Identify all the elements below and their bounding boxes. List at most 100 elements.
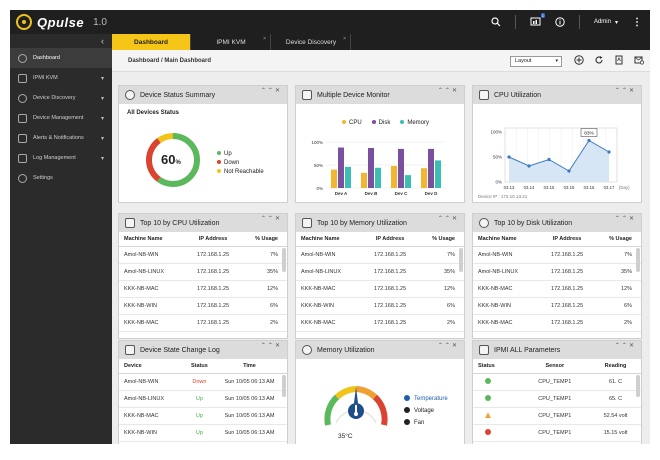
scrollbar[interactable] bbox=[459, 248, 463, 272]
close-tab-icon[interactable]: × bbox=[263, 36, 266, 42]
notifications-button[interactable]: 1 bbox=[530, 12, 545, 29]
status-donut-chart bbox=[146, 133, 200, 187]
table-row[interactable]: KKK-NB-MAC 172.168.1.25 12% bbox=[473, 280, 641, 298]
table-row[interactable]: KKK-NB-MAC 172.168.1.25 2% bbox=[473, 314, 641, 332]
data-point[interactable] bbox=[567, 169, 571, 173]
table-row[interactable]: KKK-NB-MAC 172.168.1.25 12% bbox=[119, 280, 287, 298]
legend-temperature[interactable]: Temperature bbox=[404, 393, 448, 405]
bar-cpu[interactable] bbox=[331, 169, 337, 188]
column-header[interactable]: Machine Name bbox=[119, 232, 189, 247]
bar-disk[interactable] bbox=[338, 147, 344, 188]
legend-voltage[interactable]: Voltage bbox=[404, 405, 448, 417]
bar-cpu[interactable] bbox=[391, 165, 397, 188]
table-row[interactable]: KKK-NB-MAC 172.168.1.25 12% bbox=[296, 280, 464, 298]
search-icon[interactable] bbox=[491, 17, 501, 27]
column-header[interactable]: Machine Name bbox=[473, 232, 543, 247]
collapse-panel-icon[interactable]: ⌃⌃✕ bbox=[437, 216, 459, 222]
layout-select[interactable]: Layout ▾ bbox=[510, 56, 562, 67]
table-row[interactable]: CPU_TEMP1 15.15 volt bbox=[473, 424, 641, 442]
sidebar-item-settings[interactable]: Settings bbox=[10, 168, 112, 188]
scrollbar[interactable] bbox=[636, 248, 640, 272]
data-point[interactable] bbox=[547, 157, 551, 162]
column-header[interactable]: % Usage bbox=[591, 232, 641, 247]
column-header[interactable]: IP Address bbox=[188, 232, 238, 247]
column-header[interactable]: Reading bbox=[590, 359, 641, 374]
column-header[interactable]: Device bbox=[119, 359, 187, 374]
refresh-icon[interactable] bbox=[594, 55, 604, 65]
table-row[interactable]: CPU_TEMP1 61. C bbox=[473, 373, 641, 391]
bar-memory[interactable] bbox=[375, 167, 381, 188]
table-row[interactable]: CPU_TEMP1 65. C bbox=[473, 390, 641, 408]
sidebar-item-alerts[interactable]: Alerts & Notifications ▾ bbox=[10, 128, 112, 148]
column-header[interactable]: IP Address bbox=[365, 232, 415, 247]
scrollbar[interactable] bbox=[282, 375, 286, 397]
data-point[interactable] bbox=[607, 150, 611, 154]
table-row[interactable]: KKK-NB-WIN 172.168.1.25 6% bbox=[296, 297, 464, 315]
table-row[interactable]: Amol-NB-WIN 172.168.1.25 7% bbox=[119, 246, 287, 264]
table-row[interactable]: Amol-NB-WIN 172.168.1.25 7% bbox=[473, 246, 641, 264]
collapse-panel-icon[interactable]: ⌃⌃✕ bbox=[614, 88, 636, 94]
column-header[interactable]: % Usage bbox=[237, 232, 287, 247]
sidebar-item-log-management[interactable]: Log Management ▾ bbox=[10, 148, 112, 168]
sidebar-item-ipmi-kvm[interactable]: IPMI KVM ▾ bbox=[10, 68, 112, 88]
collapse-panel-icon[interactable]: ⌃⌃✕ bbox=[614, 343, 636, 349]
column-header[interactable]: % Usage bbox=[414, 232, 464, 247]
table-row[interactable]: Amol-NB-LINUX 172.168.1.25 35% bbox=[296, 263, 464, 281]
scrollbar[interactable] bbox=[636, 375, 640, 397]
sidebar-item-device-management[interactable]: Device Management ▾ bbox=[10, 108, 112, 128]
toolbar: Dashboard / Main Dashboard Layout ▾ bbox=[112, 50, 650, 72]
column-header[interactable]: Sensor bbox=[519, 359, 591, 374]
add-widget-icon[interactable] bbox=[574, 55, 584, 65]
bar-memory[interactable] bbox=[345, 166, 351, 188]
bar-disk[interactable] bbox=[428, 148, 434, 188]
user-menu[interactable]: Admin ▾ bbox=[594, 19, 618, 26]
collapse-panel-icon[interactable]: ⌃⌃✕ bbox=[437, 88, 459, 94]
column-header[interactable]: IP Address bbox=[542, 232, 592, 247]
data-point[interactable] bbox=[587, 138, 591, 143]
bar-memory[interactable] bbox=[435, 160, 441, 188]
ok-status-icon bbox=[485, 378, 491, 385]
sidebar-item-dashboard[interactable]: Dashboard bbox=[10, 48, 112, 68]
table-row[interactable]: KKK-NB-WIN 172.168.1.25 6% bbox=[119, 297, 287, 315]
table-row[interactable]: CPU_TEMP1 52.54 volt bbox=[473, 407, 641, 425]
data-point[interactable] bbox=[507, 155, 511, 159]
tab-ipmi-kvm[interactable]: IPMI KVM × bbox=[192, 34, 271, 50]
bar-cpu[interactable] bbox=[421, 168, 427, 188]
column-header[interactable]: Status bbox=[186, 359, 213, 374]
tab-device-discovery[interactable]: Device Discovery × bbox=[272, 34, 351, 50]
table-row[interactable]: Amol-NB-LINUX 172.168.1.25 35% bbox=[473, 263, 641, 281]
collapse-panel-icon[interactable]: ⌃⌃✕ bbox=[260, 88, 282, 94]
email-report-icon[interactable] bbox=[634, 55, 644, 65]
collapse-panel-icon[interactable]: ⌃⌃✕ bbox=[437, 343, 459, 349]
table-row[interactable]: Amol-NB-LINUX Up Sun 10/05 06:13 AM bbox=[119, 390, 287, 408]
column-header[interactable]: Time bbox=[212, 359, 287, 374]
bar-memory[interactable] bbox=[405, 175, 411, 188]
tab-dashboard[interactable]: Dashboard bbox=[112, 34, 191, 50]
sidebar-item-device-discovery[interactable]: Device Discovery ▾ bbox=[10, 88, 112, 108]
bar-disk[interactable] bbox=[398, 148, 404, 188]
scrollbar[interactable] bbox=[282, 248, 286, 272]
bar-cpu[interactable] bbox=[361, 172, 367, 188]
collapse-panel-icon[interactable]: ⌃⌃✕ bbox=[614, 216, 636, 222]
app-logo[interactable]: Qpulse 1.0 bbox=[16, 14, 107, 30]
collapse-panel-icon[interactable]: ⌃⌃✕ bbox=[260, 216, 282, 222]
bar-disk[interactable] bbox=[368, 147, 374, 188]
more-menu-icon[interactable]: ⋮ bbox=[632, 16, 642, 28]
table-row[interactable]: Amol-NB-LINUX 172.168.1.25 35% bbox=[119, 263, 287, 281]
legend-fan[interactable]: Fan bbox=[404, 417, 448, 429]
table-row[interactable]: KKK-NB-MAC 172.168.1.25 2% bbox=[119, 314, 287, 332]
collapse-sidebar-icon[interactable]: ‹ bbox=[101, 36, 104, 46]
table-row[interactable]: Amol-NB-WIN 172.168.1.25 7% bbox=[296, 246, 464, 264]
table-row[interactable]: KKK-NB-WIN 172.168.1.25 6% bbox=[473, 297, 641, 315]
table-row[interactable]: KKK-NB-WIN Up Sun 10/05 06:13 AM bbox=[119, 424, 287, 442]
table-row[interactable]: KKK-NB-MAC Up Sun 10/05 06:13 AM bbox=[119, 407, 287, 425]
table-row[interactable]: Amol-NB-WIN Down Sun 10/05 06:13 AM bbox=[119, 373, 287, 391]
close-tab-icon[interactable]: × bbox=[343, 36, 346, 42]
column-header[interactable]: Status bbox=[473, 359, 520, 374]
info-icon[interactable] bbox=[555, 17, 565, 27]
column-header[interactable]: Machine Name bbox=[296, 232, 366, 247]
pdf-export-icon[interactable] bbox=[614, 55, 624, 65]
table-row[interactable]: KKK-NB-MAC 172.168.1.25 2% bbox=[296, 314, 464, 332]
collapse-panel-icon[interactable]: ⌃⌃✕ bbox=[260, 343, 282, 349]
data-point[interactable] bbox=[527, 164, 531, 168]
